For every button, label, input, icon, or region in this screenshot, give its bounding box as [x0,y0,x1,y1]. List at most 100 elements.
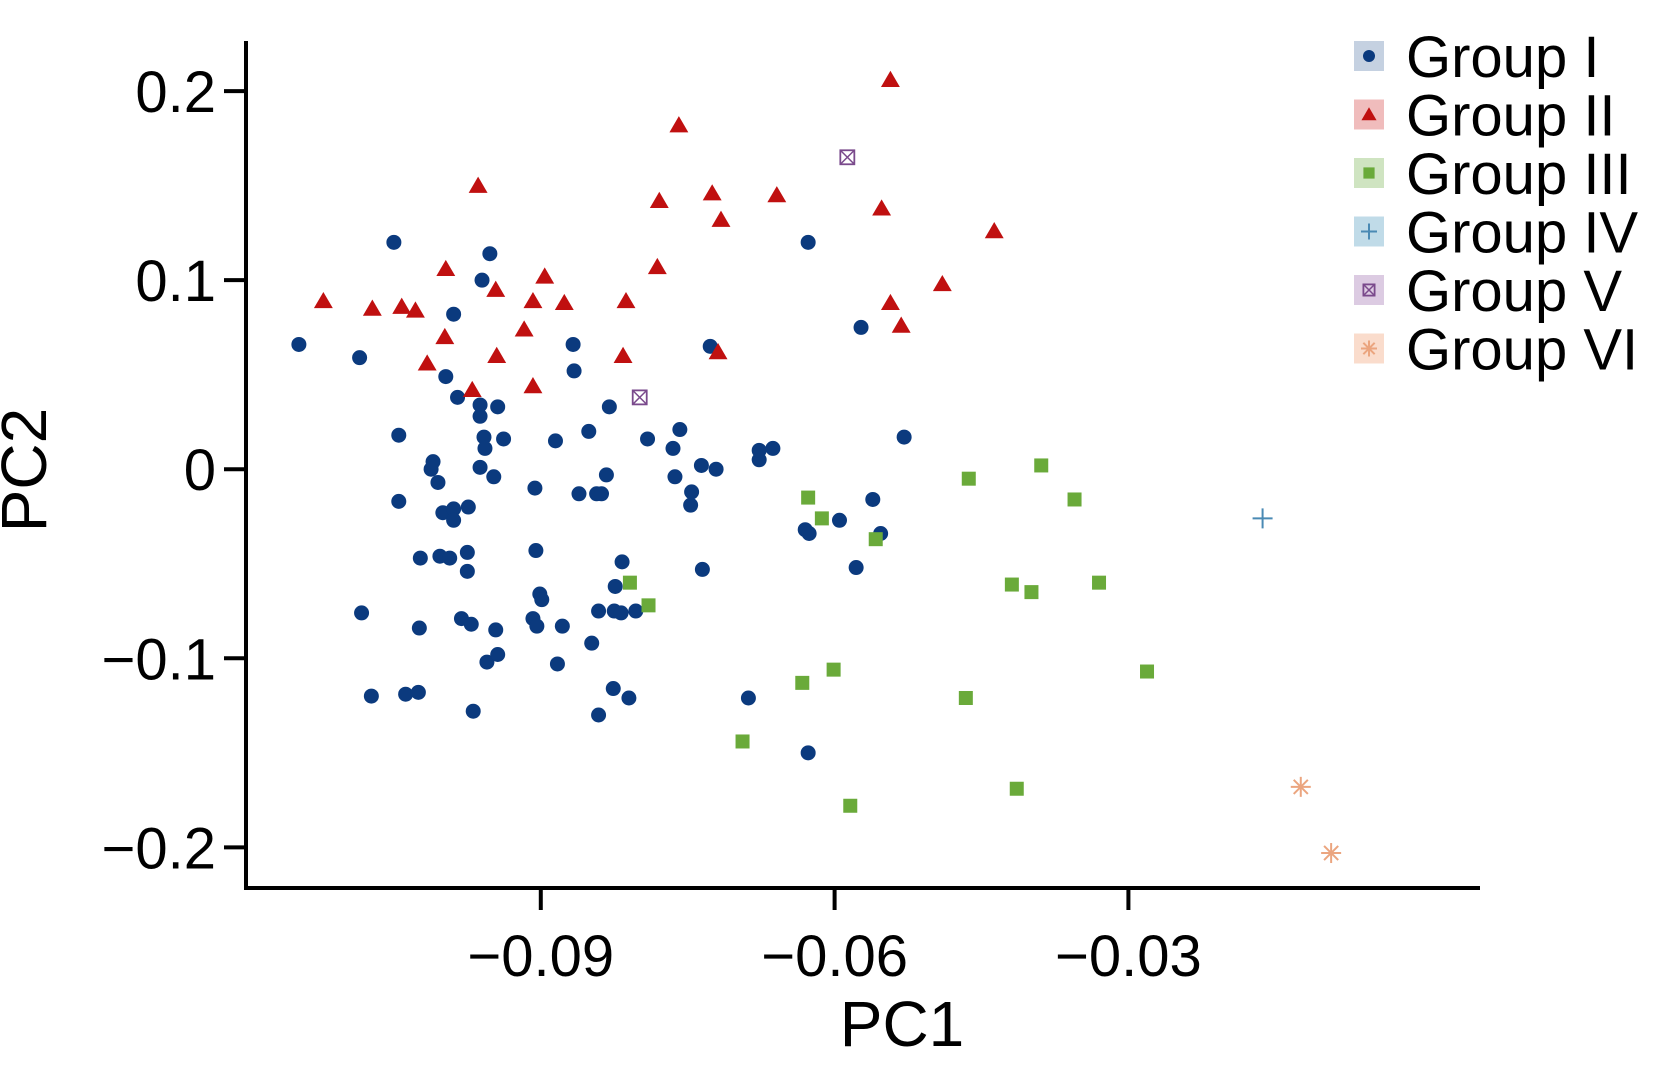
data-point [702,184,722,201]
data-point [386,234,402,250]
data-point [880,70,900,87]
legend-label: Group III [1406,142,1632,207]
data-point [486,280,506,297]
legend-item: Group VI [1354,318,1638,383]
legend-marker [1361,107,1377,121]
data-point [880,293,900,311]
series-group-5 [631,149,856,406]
data-point [391,493,407,509]
data-point [523,291,543,309]
series-group-1 [291,234,912,761]
data-point [460,499,476,515]
data-point [831,512,847,528]
data-point [425,454,441,470]
legend-item: Group I [1354,25,1599,90]
y-tick-label: 0 [184,438,216,503]
data-point [932,274,952,292]
data-point [839,149,856,166]
legend-item: Group II [1354,84,1616,149]
axis-ticks: −0.09 −0.06 −0.03 −0.2 −0.1 0 0.1 0.2 [102,60,1202,989]
data-point [476,429,492,445]
data-point [529,618,545,634]
data-point [622,575,637,590]
series-group-6 [1290,776,1342,864]
x-tick-label: −0.09 [467,924,614,989]
data-point [313,291,333,309]
data-point [751,442,767,458]
data-point [1321,843,1342,864]
data-point [735,734,750,749]
data-point [412,550,428,566]
data-point [581,423,597,439]
data-point [961,471,976,486]
series-group-3 [622,458,1155,813]
data-point [1092,575,1107,590]
data-point [958,690,973,705]
data-point [684,484,700,500]
series-group-4 [1252,508,1273,529]
data-point [584,635,600,651]
data-point [868,532,883,547]
series-group-2 [313,70,1004,398]
data-point [479,654,495,670]
data-point [631,389,648,406]
y-axis-label: PC2 [0,408,60,533]
data-point [795,675,810,690]
data-point [405,301,425,318]
data-point [683,497,699,513]
legend-marker [1361,223,1377,240]
legend-item: Group III [1354,142,1632,207]
data-point [392,297,412,314]
data-point [363,688,379,704]
data-point [554,293,574,311]
data-point [613,605,629,621]
legend-marker [1363,167,1375,179]
data-point [486,469,502,485]
legend-label: Group V [1406,259,1622,324]
data-point [291,336,307,352]
data-point [496,431,512,447]
data-point [352,350,368,366]
data-point [613,346,633,363]
data-point [891,316,911,333]
data-point [616,291,636,309]
data-point [853,319,869,335]
data-point [462,380,482,398]
data-point [534,592,550,608]
data-point [482,246,498,262]
data-point [446,501,462,517]
data-point [472,397,488,413]
data-point [669,116,689,133]
data-point [430,474,446,490]
x-tick-label: −0.06 [761,924,908,989]
data-point [487,346,507,363]
data-point [1252,508,1273,529]
data-point [693,457,709,473]
data-point [547,433,563,449]
data-point [391,427,407,443]
data-point [1290,776,1311,797]
y-tick-label: −0.2 [102,816,217,881]
data-point [463,616,479,632]
data-point [672,422,688,438]
x-axis-label: PC1 [840,988,965,1060]
data-point [436,259,456,277]
data-point [598,467,614,483]
data-point [527,480,543,496]
data-point [848,560,864,576]
legend-label: Group VI [1406,318,1638,383]
data-point [465,703,481,719]
data-point [843,798,858,813]
data-point [649,191,669,208]
data-point [477,440,493,456]
data-point [647,257,667,275]
data-point [549,656,565,672]
data-point [708,343,728,360]
data-point [362,299,382,316]
data-point [1004,577,1019,592]
legend-item: Group V [1354,259,1622,324]
data-point [1140,664,1155,679]
data-point [801,526,817,542]
